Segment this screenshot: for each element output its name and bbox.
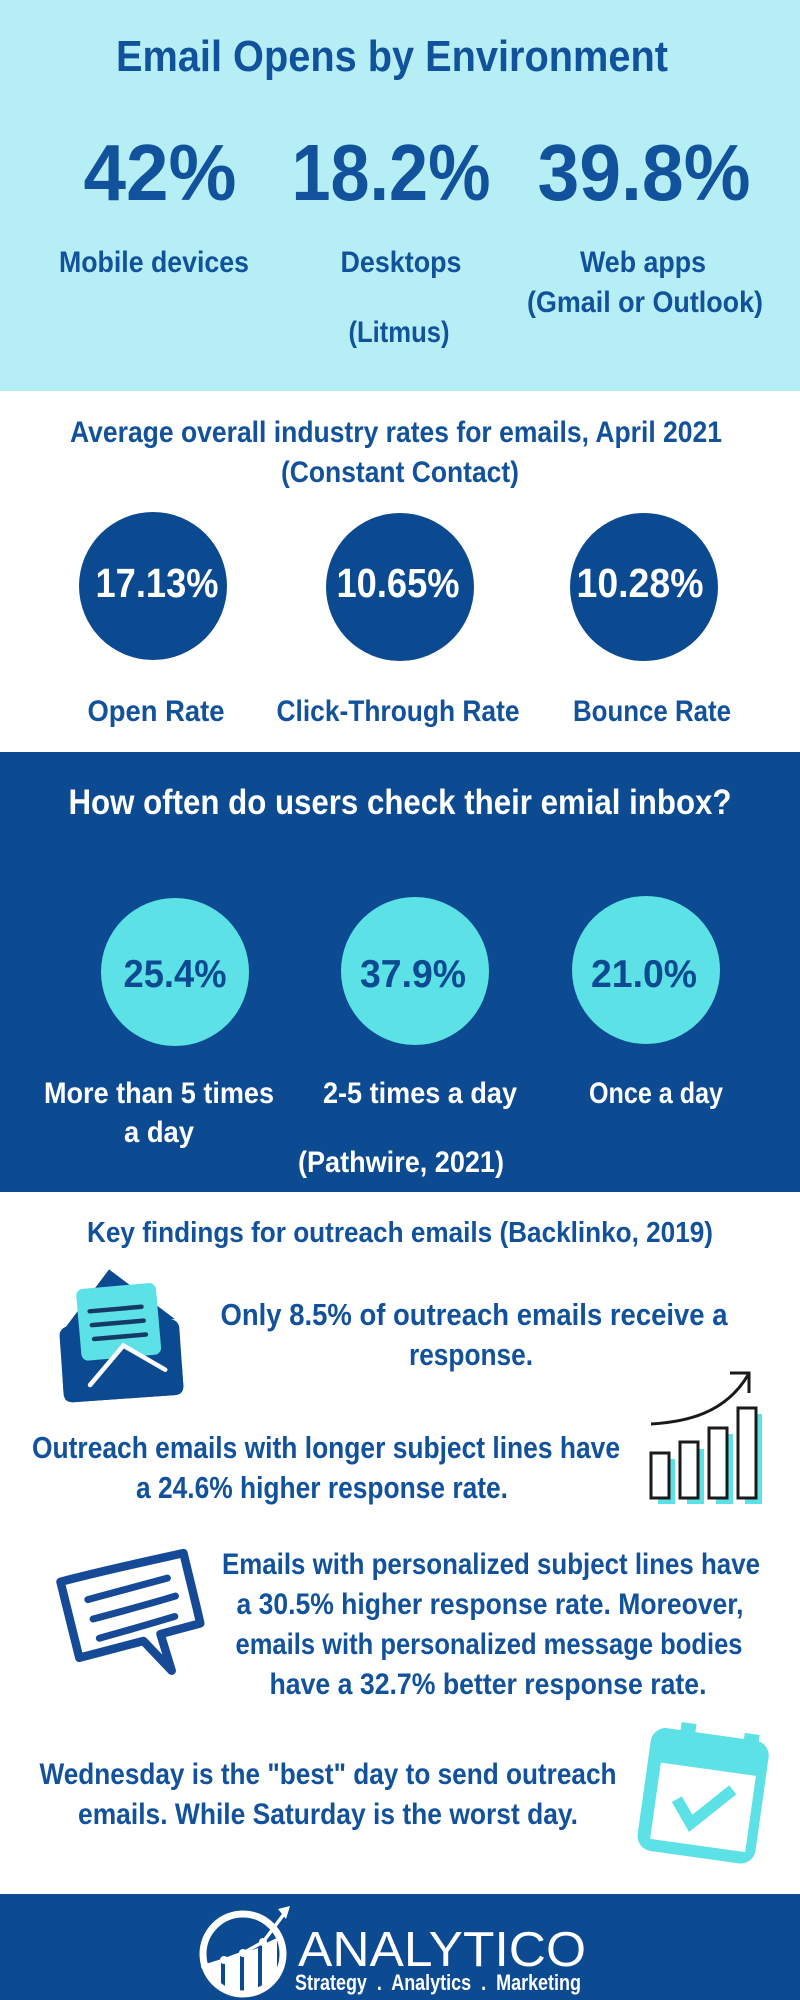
- svg-text:a day: a day: [124, 1116, 194, 1149]
- svg-text:How often do users check their: How often do users check their emial inb…: [69, 783, 732, 822]
- svg-text:Average overall industry rates: Average overall industry rates for email…: [70, 416, 722, 449]
- svg-text:(Constant Contact): (Constant Contact): [281, 456, 519, 489]
- svg-text:have a 32.7% better response r: have a 32.7% better response rate.: [270, 1668, 707, 1701]
- svg-text:response.: response.: [409, 1337, 533, 1372]
- svg-text:2-5 times a day: 2-5 times a day: [323, 1077, 517, 1110]
- svg-text:emails. While Saturday is the: emails. While Saturday is the worst day.: [78, 1798, 578, 1831]
- svg-text:25.4%: 25.4%: [124, 953, 227, 996]
- svg-text:Wednesday is the "best" day to: Wednesday is the "best" day to send outr…: [40, 1758, 617, 1791]
- svg-text:emails with personalized messa: emails with personalized message bodies: [236, 1628, 743, 1661]
- svg-text:a 24.6% higher response rate.: a 24.6% higher response rate.: [136, 1470, 508, 1505]
- svg-text:More than 5 times: More than 5 times: [44, 1077, 274, 1110]
- svg-text:21.0%: 21.0%: [591, 953, 697, 996]
- svg-text:Click-Through Rate: Click-Through Rate: [277, 695, 520, 728]
- svg-text:17.13%: 17.13%: [96, 560, 219, 606]
- svg-text:(Gmail or Outlook): (Gmail or Outlook): [527, 286, 763, 319]
- svg-text:18.2%: 18.2%: [292, 128, 491, 217]
- svg-text:Web apps: Web apps: [580, 246, 706, 279]
- svg-text:ANALYTICO: ANALYTICO: [298, 1923, 586, 1977]
- svg-text:Strategy . Analytics . Mar: Strategy . Analytics . Marketing: [295, 1970, 581, 1995]
- svg-text:(Pathwire, 2021): (Pathwire, 2021): [298, 1146, 504, 1179]
- svg-text:Key findings for outreach emai: Key findings for outreach emails (Backli…: [87, 1217, 713, 1249]
- svg-text:39.8%: 39.8%: [538, 128, 751, 217]
- svg-text:Only 8.5% of outreach emails r: Only 8.5% of outreach emails receive a: [221, 1297, 729, 1332]
- svg-text:Once a day: Once a day: [589, 1077, 723, 1110]
- svg-text:Email Opens by Environment: Email Opens by Environment: [116, 32, 668, 81]
- svg-text:42%: 42%: [84, 128, 237, 217]
- svg-text:10.65%: 10.65%: [337, 560, 460, 606]
- svg-text:Mobile devices: Mobile devices: [59, 246, 249, 279]
- svg-text:10.28%: 10.28%: [577, 560, 704, 606]
- svg-text:Open Rate: Open Rate: [88, 695, 225, 728]
- svg-text:a 30.5% higher response rate.: a 30.5% higher response rate. Moreover,: [237, 1588, 744, 1621]
- svg-text:Desktops: Desktops: [341, 246, 462, 279]
- svg-text:Emails with personalized subje: Emails with personalized subject lines h…: [222, 1548, 760, 1581]
- svg-text:(Litmus): (Litmus): [349, 316, 450, 349]
- svg-text:Outreach emails with longer su: Outreach emails with longer subject line…: [32, 1430, 620, 1465]
- svg-text:37.9%: 37.9%: [360, 953, 466, 996]
- svg-text:Bounce Rate: Bounce Rate: [573, 695, 731, 728]
